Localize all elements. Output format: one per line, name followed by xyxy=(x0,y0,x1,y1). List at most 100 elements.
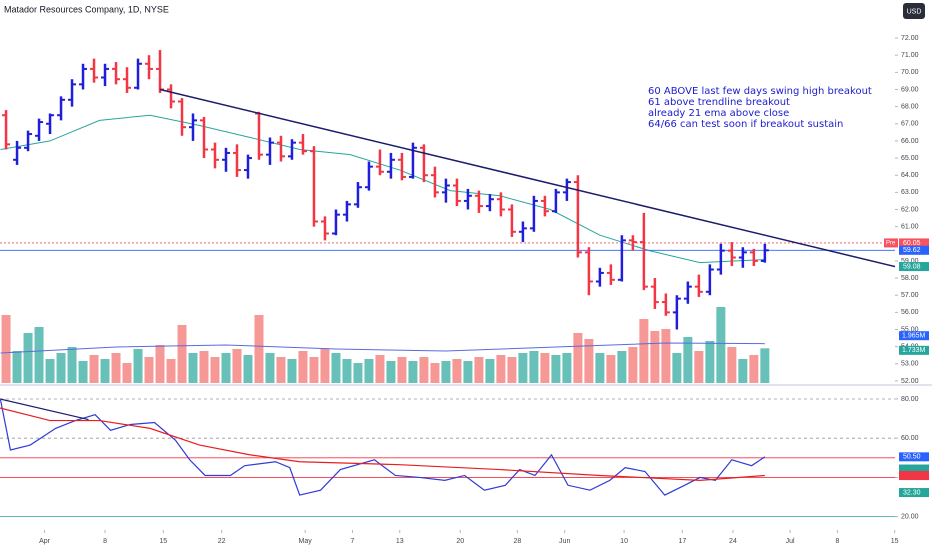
volume-bar xyxy=(628,347,638,383)
indicator-label-box xyxy=(899,464,929,474)
volume-bar xyxy=(23,333,33,383)
x-tick-label: 7 xyxy=(351,538,355,545)
volume-bar xyxy=(738,359,748,383)
volume-bar xyxy=(12,351,22,383)
x-tick-label: Jul xyxy=(786,538,795,545)
y-tick-label: 63.00 xyxy=(901,189,919,196)
y-tick-label: 69.00 xyxy=(901,86,919,93)
volume-bar xyxy=(661,329,671,383)
volume-bar xyxy=(111,353,121,383)
volume-bar xyxy=(683,337,693,383)
volume-bar xyxy=(562,353,572,383)
volume-bar xyxy=(441,361,451,383)
indicator-label-box xyxy=(899,452,929,462)
y-tick-label: 59.00 xyxy=(901,258,919,265)
x-tick-label: 17 xyxy=(678,538,686,545)
y-tick-label: 58.00 xyxy=(901,275,919,282)
y-tick-label: 64.00 xyxy=(901,172,919,179)
volume-bar xyxy=(265,353,275,383)
y-tick-label: 60.00 xyxy=(901,435,919,442)
x-tick-label: 15 xyxy=(891,538,899,545)
volume-bar xyxy=(650,331,660,383)
volume-bar xyxy=(342,359,352,383)
volume-bar xyxy=(397,357,407,383)
volume-bar xyxy=(364,359,374,383)
volume-bar xyxy=(320,349,330,383)
volume-bar xyxy=(727,347,737,383)
volume-bar xyxy=(144,357,154,383)
trendline xyxy=(159,88,901,269)
y-tick-label: 57.00 xyxy=(901,292,919,299)
volume-bar xyxy=(694,351,704,383)
y-tick-label: 80.00 xyxy=(901,396,919,403)
volume-bar xyxy=(584,339,594,383)
volume-bar xyxy=(419,357,429,383)
indicator-label: 32.30 xyxy=(903,489,921,496)
y-tick-label: 65.00 xyxy=(901,155,919,162)
volume-bar xyxy=(210,357,220,383)
plot: 60 ABOVE last few days swing high breako… xyxy=(0,50,901,518)
volume-bar xyxy=(276,357,286,383)
indicator-line xyxy=(0,407,765,481)
x-tick-label: Jun xyxy=(559,538,570,545)
x-tick-label: 8 xyxy=(103,538,107,545)
volume-bar xyxy=(386,361,396,383)
y-tick-label: 67.00 xyxy=(901,121,919,128)
volume-bar xyxy=(45,359,55,383)
volume-bar xyxy=(67,347,77,383)
volume-bar xyxy=(100,359,110,383)
volume-bar xyxy=(298,351,308,383)
x-tick-label: 28 xyxy=(514,538,522,545)
volume-label-box xyxy=(899,345,929,355)
volume-bar xyxy=(606,355,616,383)
volume-bar xyxy=(287,359,297,383)
volume-bar xyxy=(166,359,176,383)
volume-bar xyxy=(705,341,715,383)
chart-title: Matador Resources Company, 1D, NYSE xyxy=(4,4,169,14)
axis-layer: 52.0053.0054.0055.0056.0057.0058.0059.00… xyxy=(39,35,929,545)
volume-bar xyxy=(639,319,649,383)
volume-ma-line xyxy=(0,342,765,354)
y-tick-label: 70.00 xyxy=(901,69,919,76)
volume-bar xyxy=(716,307,726,383)
volume-bar xyxy=(199,351,209,383)
annotation: 61 above trendline breakout xyxy=(648,97,790,108)
indicator-label: 50.50 xyxy=(903,454,921,461)
x-tick-label: 20 xyxy=(456,538,464,545)
volume-label-box xyxy=(899,331,929,341)
volume-bar xyxy=(595,353,605,383)
indicator-label-box xyxy=(899,471,929,481)
price-label-box xyxy=(899,245,929,255)
price-label: 59.08 xyxy=(903,263,921,270)
volume-bar xyxy=(463,361,473,383)
volume-bar xyxy=(430,363,440,383)
pane-separator xyxy=(0,384,932,386)
price-tag: Pre xyxy=(886,241,896,247)
volume-bar xyxy=(485,359,495,383)
y-tick-label: 55.00 xyxy=(901,326,919,333)
volume-bar xyxy=(254,315,264,383)
volume-label: 1.733M xyxy=(902,347,926,354)
volume-bar xyxy=(89,355,99,383)
volume-bar xyxy=(507,357,517,383)
y-tick-label: 61.00 xyxy=(901,223,919,230)
volume-bar xyxy=(155,345,165,383)
volume-bar xyxy=(56,353,66,383)
annotation: already 21 ema above close xyxy=(648,108,789,119)
volume-bar xyxy=(133,349,143,383)
price-label-box xyxy=(899,262,929,272)
volume-bar xyxy=(188,353,198,383)
indicator-label-box xyxy=(899,488,929,498)
currency-button[interactable] xyxy=(903,3,925,19)
volume-bar xyxy=(474,357,484,383)
volume-bar xyxy=(375,355,385,383)
x-tick-label: 22 xyxy=(218,538,226,545)
volume-bar xyxy=(672,353,682,383)
x-tick-label: 24 xyxy=(729,538,737,545)
volume-bar xyxy=(408,361,418,383)
y-tick-label: 71.00 xyxy=(901,52,919,59)
volume-bar xyxy=(452,359,462,383)
price-label: 60.05 xyxy=(903,240,921,247)
volume-bar xyxy=(749,355,759,383)
y-tick-label: 62.00 xyxy=(901,206,919,213)
